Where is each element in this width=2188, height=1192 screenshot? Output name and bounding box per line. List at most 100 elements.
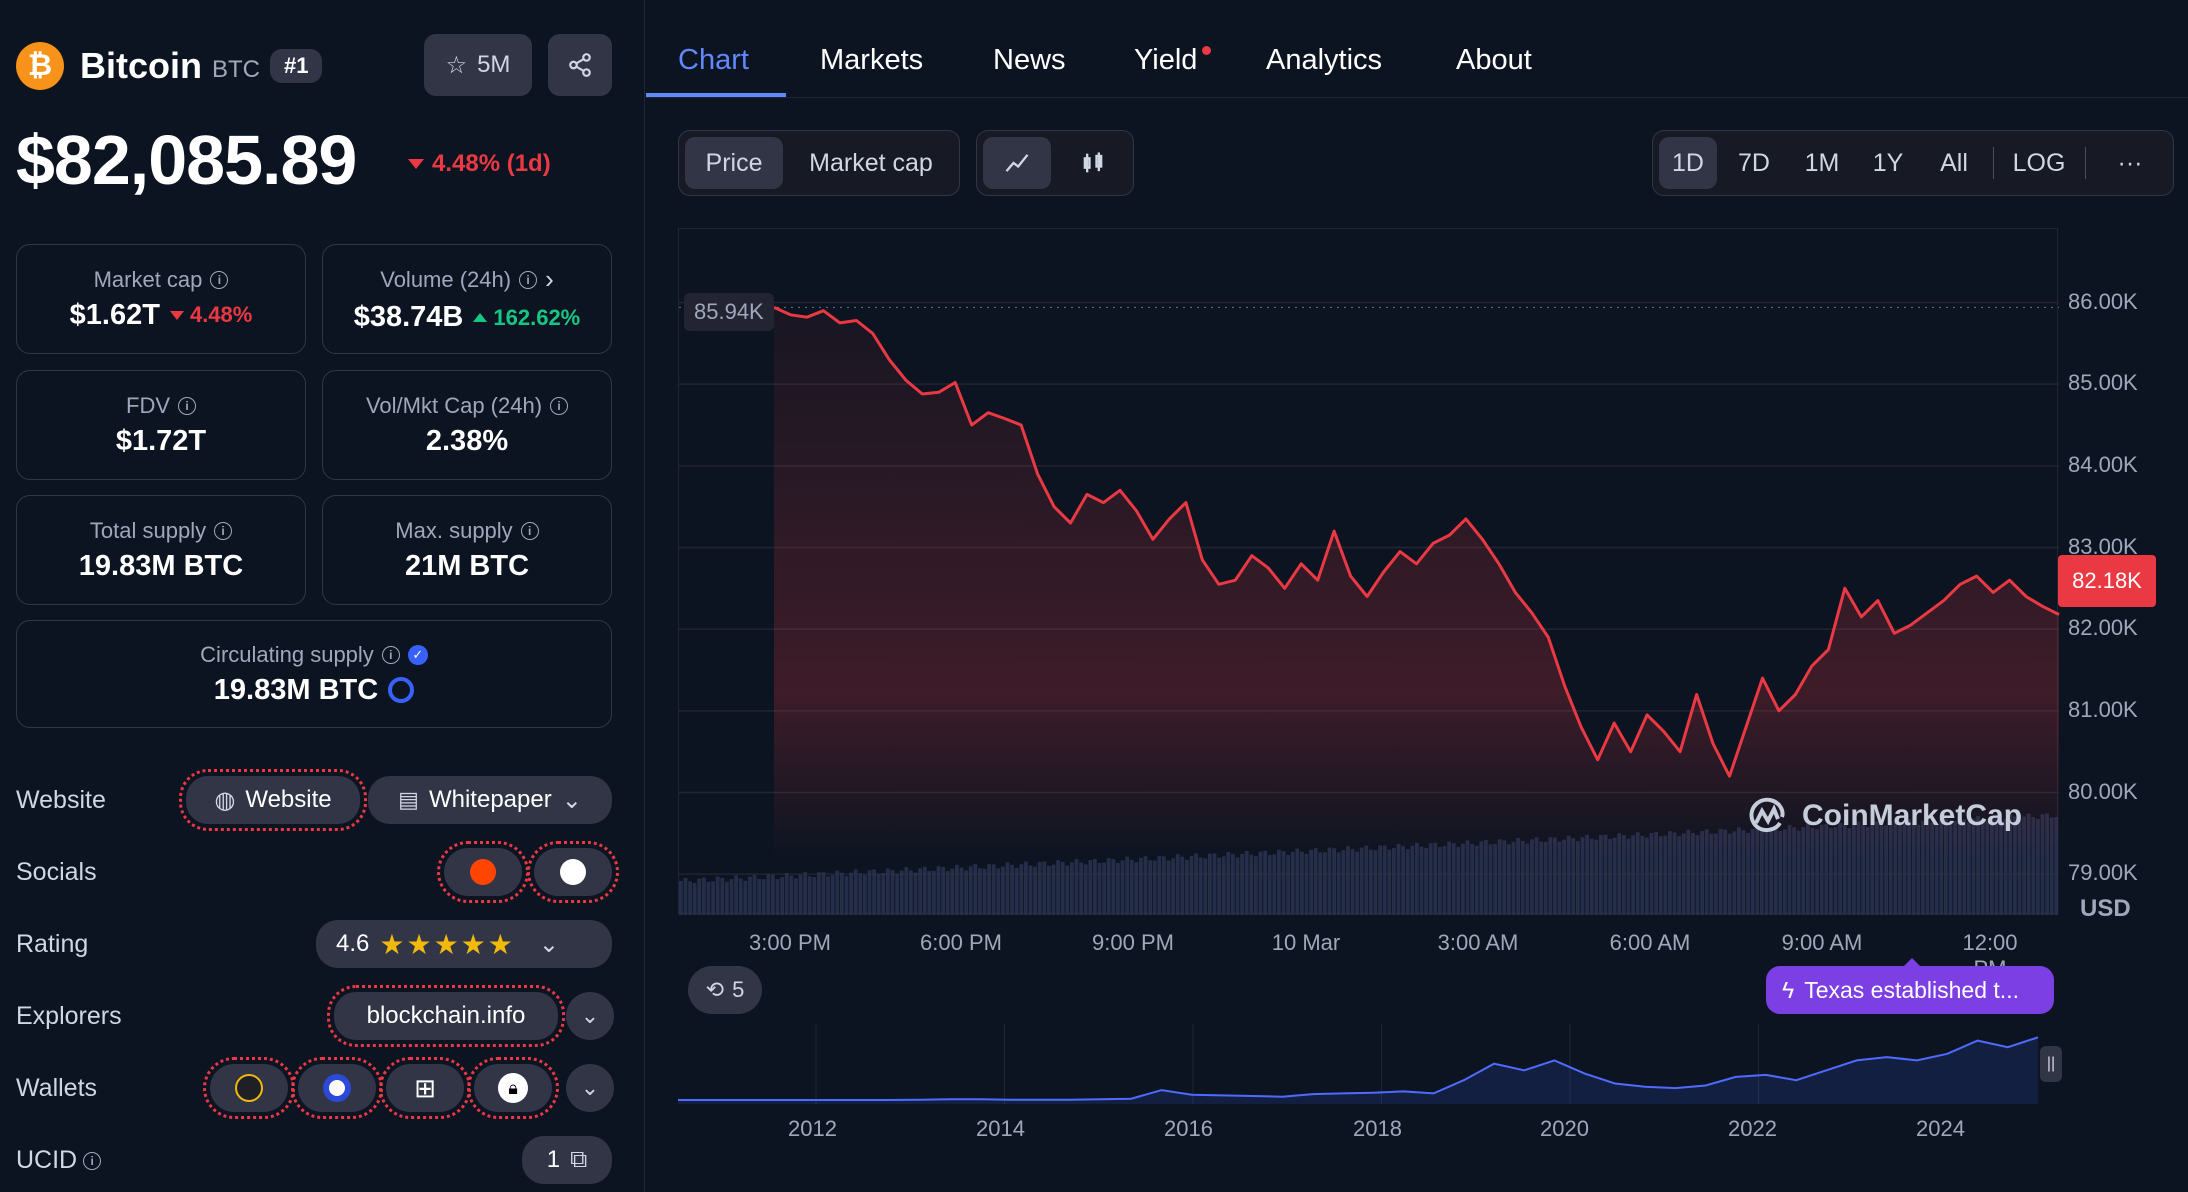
volume-bar [1783,829,1787,915]
volume-bar [1378,845,1382,915]
volume-bar [830,875,835,915]
volume-bar [1355,851,1359,915]
volume-bar [2026,813,2031,915]
overview-x-tick-label: 2014 [976,1116,1025,1141]
volume-bar [1838,822,1842,915]
volume-bar [1060,861,1065,915]
candlestick-button[interactable] [1059,137,1127,189]
volume-bar [725,881,729,915]
volume-bar [1350,848,1355,915]
watchlist-button[interactable]: ☆ 5M [424,34,532,96]
tab-yield[interactable]: Yield [1134,44,1198,76]
info-icon[interactable]: i [178,396,196,415]
share-button[interactable] [548,34,612,96]
volume-bar [1410,845,1415,915]
volume-bar [1286,854,1290,915]
volume-bar [1787,825,1792,915]
info-icon[interactable]: i [520,521,539,540]
range-drag-handle[interactable]: || [2040,1046,2062,1082]
explorer-button[interactable]: blockchain.info [327,985,565,1047]
wallet-button[interactable] [203,1057,295,1119]
news-event-pill[interactable]: ϟ Texas established t... [1766,966,2054,1014]
range-all[interactable]: All [1940,148,1968,177]
rating-dropdown[interactable]: 4.6 ★★★★★ ⌄ [316,920,612,968]
volume-bar [987,864,991,915]
volume-bar [1019,864,1024,915]
volume-bar [991,864,996,915]
divider [1993,147,1994,179]
volume-bar [840,872,844,915]
website-button[interactable]: ◍ Website [179,769,367,831]
wallet-button[interactable] [291,1057,383,1119]
volume-bar [1686,829,1691,915]
coin-info-panel: ₿ Bitcoin BTC #1 ☆ 5M $82,085.89 4.48% (… [0,0,645,1192]
info-icon[interactable]: i [210,270,229,289]
down-arrow-icon [169,310,184,320]
volume-bar [1097,863,1102,915]
y-tick-label: 85.00K [2068,370,2138,396]
ucid-copy-button[interactable]: 1 ⧉ [522,1136,612,1184]
overview-chart[interactable] [678,1024,2058,1104]
range-7d[interactable]: 7D [1738,148,1770,177]
tab-about[interactable]: About [1456,44,1532,76]
volume-bar [1231,853,1235,915]
volume-bar [1548,837,1553,915]
info-icon[interactable]: i [381,645,400,664]
info-icon[interactable]: i [550,396,569,415]
tab-chart[interactable]: Chart [678,44,749,76]
supply-ring-icon [388,677,415,703]
volume-bar [1300,851,1304,915]
wallet-button[interactable]: ⊞ [379,1057,471,1119]
volume-bar [1875,821,1879,915]
volume-bar [1962,819,1967,915]
tab-news[interactable]: News [993,44,1066,76]
volume-card[interactable]: Volume (24h) i › $38.74B 162.62% [322,244,612,354]
wallet-button[interactable]: 🔒︎ [467,1057,559,1119]
volume-bar [688,881,692,915]
volume-bar [798,874,803,915]
price-line [773,306,2060,778]
volume-bar [844,876,849,915]
reddit-button[interactable] [437,841,529,903]
line-chart-button[interactable] [983,137,1051,189]
volume-bar [1695,835,1700,915]
volume-bar [780,877,784,915]
range-1y[interactable]: 1Y [1872,148,1904,177]
volume-bar [1612,837,1617,915]
volume-bar [1208,853,1212,915]
fdv-value: $1.72T [115,424,207,457]
range-1d[interactable]: 1D [1659,137,1717,189]
price-toggle[interactable]: Price [685,137,783,189]
info-icon[interactable]: i [519,270,538,289]
y-tick-label: 79.00K [2068,860,2138,886]
explorers-dropdown[interactable]: ⌄ [566,992,614,1040]
volume-bar [1309,849,1313,915]
volume-bar [1668,831,1672,915]
github-button[interactable] [527,841,619,903]
volume-bar [1198,857,1203,915]
volume-bar [1093,858,1097,915]
events-button[interactable]: ⟲ 5 [688,966,762,1014]
volume-bar [1934,823,1939,915]
volume-bar [941,867,945,915]
volume-bar [1134,862,1139,915]
y-tick-label: 84.00K [2068,451,2138,477]
volume-bar [1672,832,1677,915]
overview-x-tick-label: 2012 [788,1116,837,1141]
whitepaper-button[interactable]: ▤ Whitepaper ⌄ [368,776,612,824]
tab-markets[interactable]: Markets [820,44,924,76]
currency-label: USD [2080,895,2131,922]
wallets-dropdown[interactable]: ⌄ [566,1064,614,1112]
total-supply-card: Total supply i 19.83M BTC [16,495,306,605]
volume-bar [932,870,936,915]
price-chart[interactable] [678,228,2060,915]
info-icon[interactable]: i [83,1151,102,1170]
log-scale-toggle[interactable]: LOG [2012,148,2066,177]
info-icon[interactable]: i [214,521,233,540]
x-tick-label: 3:00 PM [749,930,831,955]
market-cap-toggle[interactable]: Market cap [809,148,933,177]
tab-analytics[interactable]: Analytics [1266,44,1383,76]
range-1m[interactable]: 1M [1804,148,1840,177]
volume-bar [1470,843,1474,915]
more-options-button[interactable]: ··· [2117,148,2143,177]
